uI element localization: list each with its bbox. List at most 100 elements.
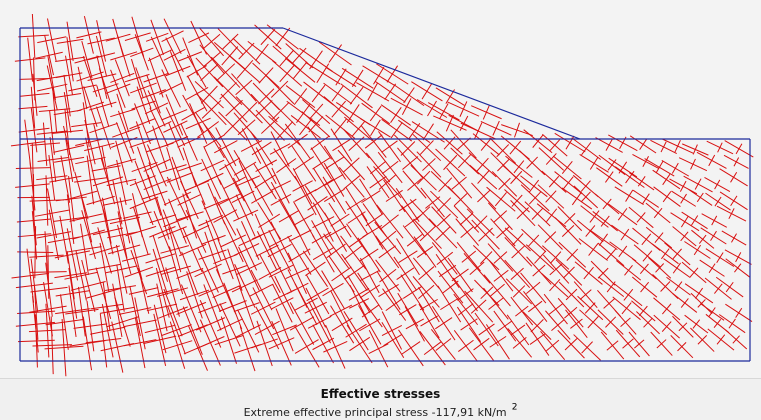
principal-stress-cross [608,220,643,250]
principal-stress-cross [396,301,433,346]
principal-stress-cross [557,181,596,215]
principal-stress-cross [517,286,554,327]
principal-stress-cross [641,153,677,182]
principal-stress-cross [141,206,184,258]
principal-stress-cross [550,254,587,291]
principal-stress-cross [569,277,603,313]
principal-stress-cross [207,312,251,368]
principal-stress-cross [627,296,659,326]
principal-stress-cross [688,226,717,253]
principal-stress-cross [704,324,738,355]
principal-stress-cross [269,193,309,239]
principal-stress-cross [717,187,751,215]
caption-subtitle-line: Extreme effective principal stress -117,… [244,401,518,420]
principal-stress-cross [103,55,141,101]
principal-stress-cross [187,73,232,117]
principal-stress-cross [699,209,729,232]
principal-stress-cross [501,150,538,184]
principal-stress-cross [191,20,233,63]
principal-stress-cross [534,326,571,365]
principal-stress-cross [116,232,156,284]
principal-stress-cross [65,314,109,373]
principal-stress-cross [586,256,620,290]
principal-stress-cross [604,198,641,231]
principal-stress-cross [534,142,569,176]
principal-stress-cross [666,331,697,362]
principal-stress-cross [701,273,735,304]
principal-stress-cross [359,325,397,372]
principal-stress-cross [486,166,522,202]
principal-stress-cross [444,94,482,123]
principal-stress-cross [406,251,447,295]
principal-stress-cross [387,233,429,281]
principal-stress-cross [589,206,622,236]
principal-stress-cross [293,39,339,81]
caption-title: Effective stresses [0,387,761,401]
principal-stress-cross [516,224,551,258]
principal-stress-cross [646,328,677,360]
principal-stress-cross [716,310,748,337]
principal-stress-cross [33,16,71,64]
principal-stress-cross [649,310,684,343]
principal-stress-cross [190,195,232,246]
principal-stress-cross [314,320,357,374]
principal-stress-cross [722,151,751,173]
principal-stress-cross [374,283,414,327]
principal-stress-cross [533,179,570,214]
principal-stress-cross [277,230,322,282]
principal-stress-cross [625,202,658,232]
model-boundary [20,28,750,361]
caption-subtitle: Extreme effective principal stress -117,… [244,406,507,419]
principal-stress-cross [320,285,363,337]
principal-stress-cross [514,145,551,181]
principal-stress-cross [295,268,339,320]
principal-stress-cross [627,131,660,159]
principal-stress-cross [610,306,641,339]
principal-stress-cross [667,174,700,199]
principal-stress-cross [371,126,409,168]
principal-stress-cross [500,273,537,310]
principal-stress-cross [72,13,106,57]
principal-stress-cross [514,267,553,309]
stress-plot-canvas [0,0,761,378]
principal-stress-cross [698,223,730,249]
principal-stress-cross [8,118,48,171]
principal-stress-cross [124,30,160,74]
principal-stress-cross [260,216,302,266]
principal-stress-cross [337,195,377,240]
principal-stress-cross [669,222,700,251]
principal-stress-cross [225,30,268,72]
principal-stress-cross [154,223,195,276]
principal-stress-cross [626,168,658,195]
principal-stress-cross [318,75,358,111]
principal-stress-cross [702,173,733,197]
principal-stress-cross [467,239,504,276]
principal-stress-cross [428,249,468,294]
principal-stress-cross [186,314,234,372]
principal-stress-cross [295,283,337,333]
principal-stress-cross [283,319,331,375]
principal-stress-cross [319,107,361,146]
principal-stress-cross [576,148,613,178]
principal-stress-cross [285,107,327,146]
principal-stress-cross [722,245,754,269]
principal-stress-cross [593,304,629,339]
principal-stress-cross [69,38,104,82]
principal-stress-cross [632,307,664,339]
principal-stress-cross [155,193,201,249]
principal-stress-cross [722,326,750,353]
principal-stress-cross [389,324,432,373]
principal-stress-cross [444,124,483,165]
principal-stress-cross [278,296,325,352]
principal-stress-cross [244,316,286,370]
principal-stress-cross [394,200,433,243]
principal-stress-cross [239,264,283,316]
principal-stress-cross [552,293,590,333]
principal-stress-cross [206,234,246,284]
principal-stress-cross [299,120,341,166]
principal-stress-cross [352,207,393,255]
principal-stress-cross [429,142,472,183]
principal-stress-cross [330,93,376,134]
principal-stress-cross [159,152,200,203]
principal-stress-cross [660,133,696,159]
